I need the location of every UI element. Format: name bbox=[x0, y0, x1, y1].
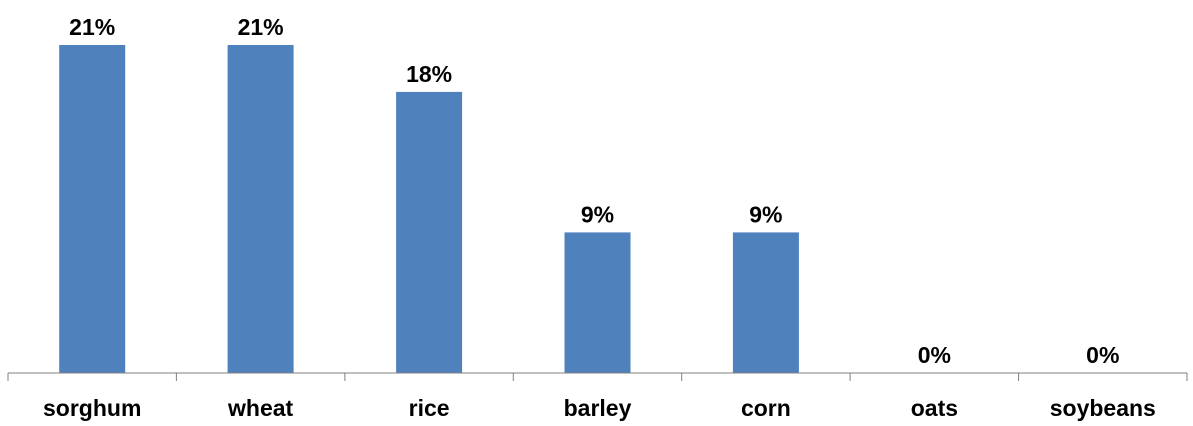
tick-label-sorghum: sorghum bbox=[43, 395, 141, 421]
data-label-barley: 9% bbox=[581, 201, 614, 227]
bar-sorghum bbox=[59, 45, 126, 373]
bar-rice bbox=[396, 91, 463, 374]
bar-barley bbox=[564, 232, 631, 373]
data-label-rice: 18% bbox=[406, 61, 452, 87]
data-labels-layer: 21% 21% 18% 9% 9% 0% 0% bbox=[69, 14, 1119, 368]
tick-labels-layer: sorghum wheat rice barley corn oats soybeans bbox=[43, 395, 1156, 421]
data-label-soybeans: 0% bbox=[1086, 342, 1119, 368]
bars-layer bbox=[59, 45, 799, 374]
x-axis bbox=[7, 372, 1188, 381]
bar-corn bbox=[732, 232, 799, 373]
tick-label-wheat: wheat bbox=[227, 395, 294, 421]
tick-label-rice: rice bbox=[409, 395, 450, 421]
data-label-corn: 9% bbox=[749, 201, 782, 227]
data-label-sorghum: 21% bbox=[69, 14, 115, 40]
tick-label-oats: oats bbox=[911, 395, 958, 421]
data-label-oats: 0% bbox=[918, 342, 951, 368]
tick-label-barley: barley bbox=[564, 395, 632, 421]
bar-wheat bbox=[227, 45, 294, 373]
data-label-wheat: 21% bbox=[238, 14, 284, 40]
tick-label-soybeans: soybeans bbox=[1050, 395, 1156, 421]
tick-label-corn: corn bbox=[741, 395, 791, 421]
